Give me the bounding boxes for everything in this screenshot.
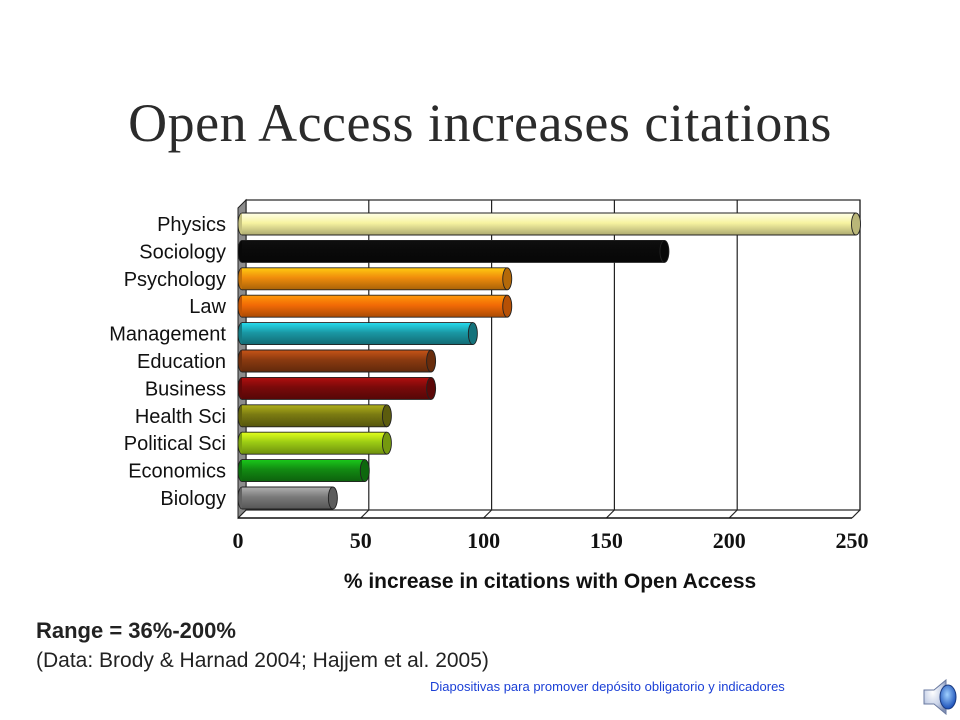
category-label: Sociology <box>139 241 226 263</box>
slide-title: Open Access increases citations <box>128 93 832 153</box>
category-label: Biology <box>160 488 226 510</box>
gridline-floor <box>360 509 370 519</box>
speaker-audio-icon[interactable] <box>920 676 960 718</box>
footer-link[interactable]: Diapositivas para promover depósito obli… <box>430 679 785 694</box>
category-label: Economics <box>128 461 226 483</box>
bar-management <box>237 322 478 346</box>
gridline-floor <box>851 509 861 519</box>
x-tick-label: 150 <box>590 528 623 553</box>
bar-political-sci <box>237 431 392 455</box>
gridline-floor <box>605 509 615 519</box>
bar-education <box>237 349 437 373</box>
category-label: Law <box>189 296 226 318</box>
bar-psychology <box>237 267 513 291</box>
category-label: Health Sci <box>135 406 226 428</box>
category-label: Physics <box>157 214 226 236</box>
x-tick-label: 50 <box>350 528 372 553</box>
x-tick-label: 0 <box>233 528 244 553</box>
gridline-floor <box>728 509 738 519</box>
bar-business <box>237 376 437 400</box>
category-labels: Physics Sociology Psychology Law Management E… <box>109 214 226 510</box>
x-tick-labels: 0 50 100 150 200 250 <box>233 528 869 553</box>
bar-economics <box>237 459 370 483</box>
category-label: Psychology <box>124 269 226 291</box>
category-label: Management <box>109 324 226 346</box>
x-axis-label: % increase in citations with Open Access <box>344 570 756 593</box>
x-tick-label: 250 <box>836 528 869 553</box>
data-source-note: (Data: Brody & Harnad 2004; Hajjem et al… <box>36 649 489 672</box>
chart-bars <box>237 212 861 510</box>
bar-law <box>237 294 513 318</box>
gridline-floor <box>483 509 493 519</box>
category-label: Political Sci <box>124 433 226 455</box>
category-label: Business <box>145 378 226 400</box>
bar-health-sci <box>237 404 392 428</box>
bar-biology <box>237 486 338 510</box>
category-label: Education <box>137 351 226 373</box>
bar-physics <box>237 212 861 236</box>
x-tick-label: 100 <box>467 528 500 553</box>
x-tick-label: 200 <box>713 528 746 553</box>
bar-sociology <box>237 239 670 263</box>
range-text: Range = 36%-200% <box>36 618 236 643</box>
